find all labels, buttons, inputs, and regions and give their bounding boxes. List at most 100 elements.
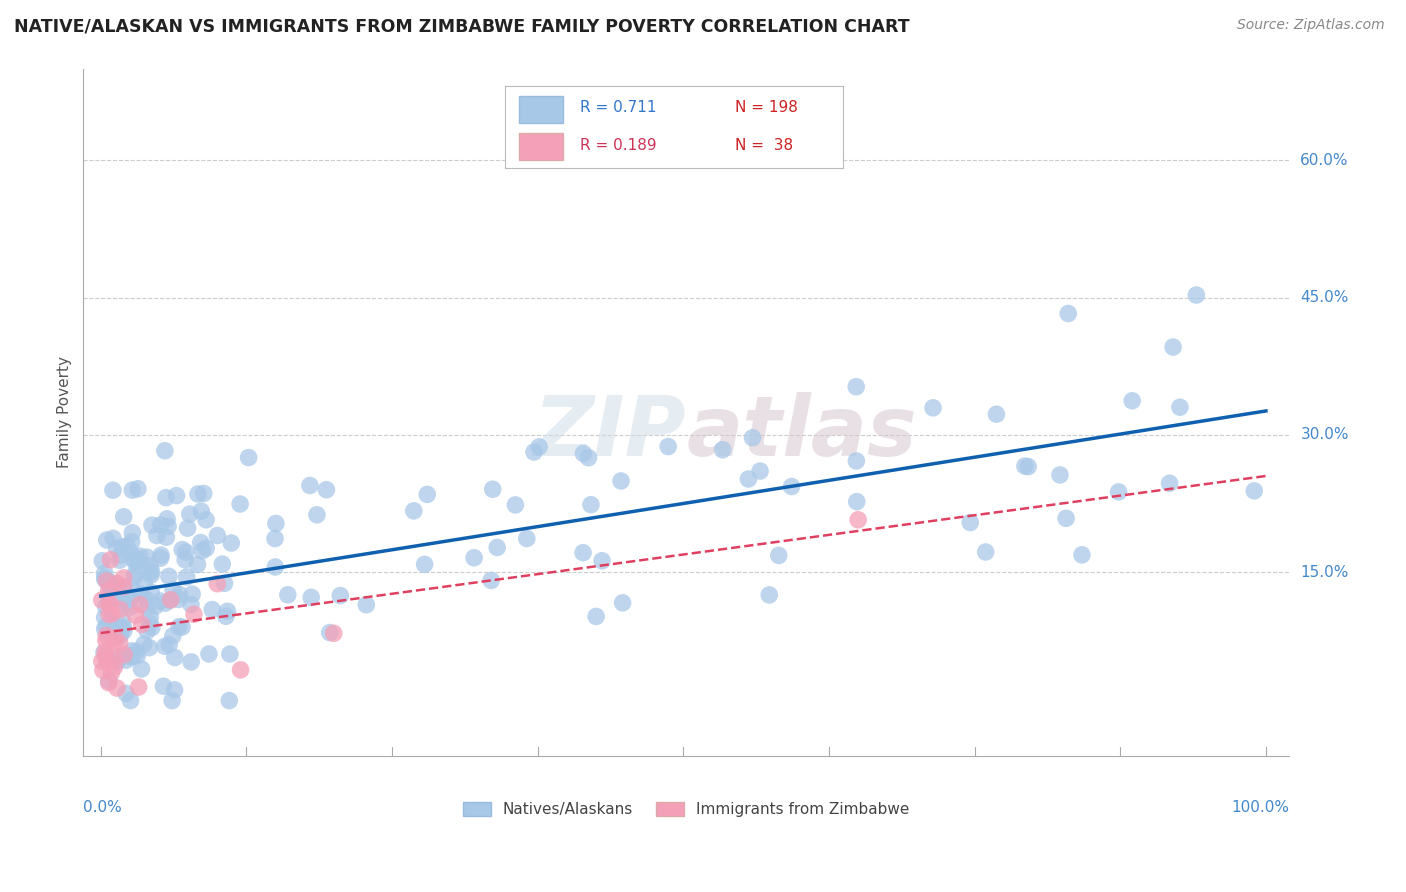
Point	[111, 615, 134, 629]
Point	[90, 654, 112, 668]
Point	[193, 486, 215, 500]
Point	[108, 629, 131, 643]
Point	[90, 593, 112, 607]
Point	[578, 450, 600, 465]
Point	[486, 541, 509, 555]
Point	[162, 582, 184, 597]
Point	[160, 693, 183, 707]
Text: NATIVE/ALASKAN VS IMMIGRANTS FROM ZIMBABWE FAMILY POVERTY CORRELATION CHART: NATIVE/ALASKAN VS IMMIGRANTS FROM ZIMBAB…	[14, 18, 910, 36]
Point	[127, 648, 149, 663]
Point	[91, 554, 114, 568]
Point	[138, 565, 160, 579]
Y-axis label: Family Poverty: Family Poverty	[58, 356, 72, 468]
Point	[122, 553, 145, 567]
Point	[93, 610, 115, 624]
Point	[107, 586, 129, 600]
Point	[180, 598, 202, 612]
Point	[100, 665, 122, 680]
Point	[211, 557, 233, 571]
Text: Source: ZipAtlas.com: Source: ZipAtlas.com	[1237, 18, 1385, 32]
Point	[152, 679, 174, 693]
Point	[413, 558, 436, 572]
Point	[159, 592, 181, 607]
Point	[264, 560, 287, 574]
Point	[120, 693, 142, 707]
Point	[111, 540, 134, 554]
Point	[103, 652, 125, 666]
Point	[121, 525, 143, 540]
Point	[96, 574, 118, 588]
Point	[112, 509, 135, 524]
Point	[101, 483, 124, 498]
Point	[174, 545, 197, 559]
Point	[167, 620, 190, 634]
Point	[101, 531, 124, 545]
Point	[121, 644, 143, 658]
Point	[115, 539, 138, 553]
Point	[139, 558, 162, 573]
Point	[319, 625, 342, 640]
Point	[98, 597, 121, 611]
Point	[315, 483, 337, 497]
Point	[112, 571, 135, 585]
Point	[1014, 458, 1036, 473]
Point	[166, 489, 188, 503]
Text: 30.0%: 30.0%	[1301, 427, 1348, 442]
Point	[172, 542, 194, 557]
Point	[1159, 476, 1181, 491]
Point	[91, 663, 114, 677]
Point	[183, 607, 205, 622]
Point	[181, 587, 204, 601]
Point	[141, 518, 163, 533]
Point	[157, 519, 180, 533]
Point	[125, 556, 148, 570]
Point	[974, 545, 997, 559]
Point	[180, 655, 202, 669]
Point	[98, 579, 121, 593]
Point	[176, 570, 198, 584]
Text: 15.0%: 15.0%	[1301, 565, 1348, 580]
Point	[146, 528, 169, 542]
Point	[156, 512, 179, 526]
Point	[1243, 483, 1265, 498]
Point	[104, 636, 127, 650]
Point	[356, 598, 378, 612]
Point	[118, 600, 141, 615]
Point	[97, 607, 120, 622]
Point	[170, 620, 193, 634]
Point	[98, 592, 121, 607]
Point	[959, 516, 981, 530]
Point	[124, 584, 146, 599]
Point	[101, 607, 124, 621]
Point	[138, 640, 160, 655]
Point	[131, 662, 153, 676]
Point	[131, 617, 153, 632]
Legend: Natives/Alaskans, Immigrants from Zimbabwe: Natives/Alaskans, Immigrants from Zimbab…	[457, 797, 915, 823]
Point	[579, 498, 602, 512]
Point	[96, 627, 118, 641]
Point	[141, 565, 163, 579]
Point	[157, 638, 180, 652]
Point	[229, 663, 252, 677]
Point	[186, 558, 208, 572]
Point	[217, 604, 239, 618]
Point	[1017, 459, 1039, 474]
Point	[1054, 511, 1077, 525]
Point	[135, 592, 157, 607]
Point	[129, 587, 152, 601]
Point	[97, 675, 120, 690]
Point	[128, 598, 150, 612]
Point	[218, 693, 240, 707]
Point	[94, 599, 117, 614]
Point	[128, 680, 150, 694]
Point	[128, 549, 150, 564]
Point	[215, 609, 238, 624]
Text: atlas: atlas	[686, 392, 917, 473]
Point	[322, 626, 344, 640]
Point	[132, 637, 155, 651]
Point	[105, 681, 128, 695]
Point	[124, 608, 146, 623]
Point	[218, 647, 240, 661]
Point	[105, 576, 128, 591]
Point	[112, 648, 135, 662]
